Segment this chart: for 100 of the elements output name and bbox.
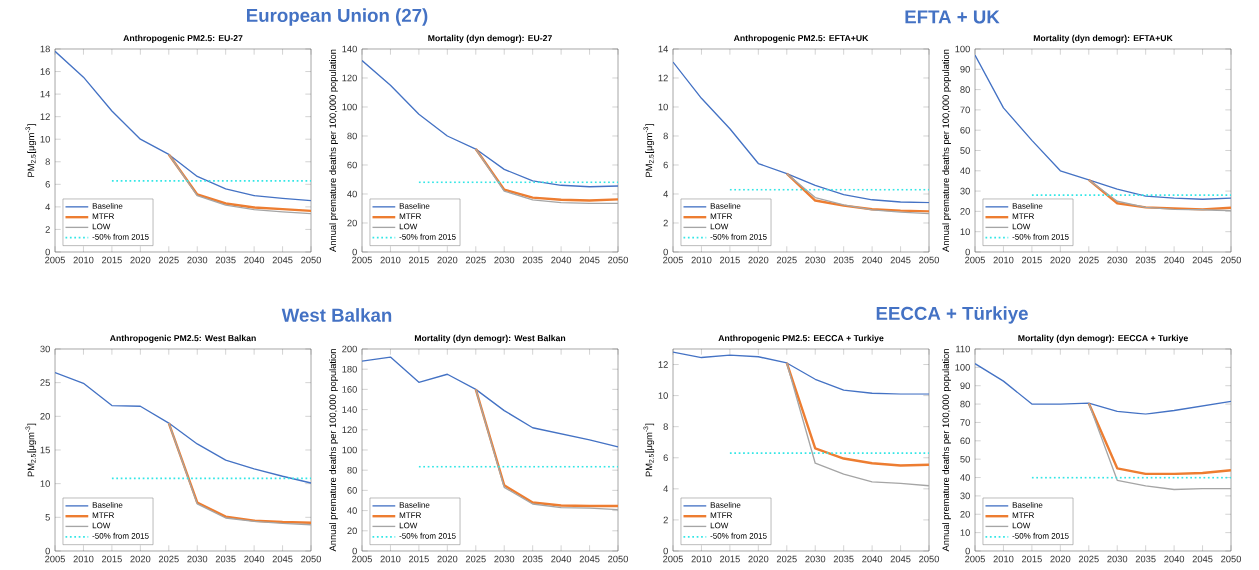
legend-label: MTFR bbox=[399, 213, 421, 219]
x-tick-label: 2030 bbox=[494, 555, 515, 563]
x-tick-label: 2035 bbox=[1135, 256, 1156, 264]
y-tick-label: 90 bbox=[960, 66, 970, 73]
x-tick-label: 2050 bbox=[919, 555, 940, 563]
y-tick-label: 0 bbox=[352, 248, 357, 256]
x-tick-label: 2045 bbox=[579, 256, 600, 264]
line-series bbox=[55, 371, 312, 484]
x-tick-label: 2025 bbox=[465, 256, 486, 264]
x-tick-label: 2050 bbox=[919, 256, 940, 264]
x-tick-label: 2015 bbox=[101, 555, 122, 563]
y-tick-label: 10 bbox=[40, 480, 50, 487]
x-tick-label: 2045 bbox=[272, 555, 293, 563]
text: West Balkan bbox=[281, 308, 392, 322]
x-tick-label: 2005 bbox=[965, 256, 985, 264]
legend-label: Baseline bbox=[399, 202, 430, 209]
chart-title: Mortality (dyn demogr): EECCA + Turkiye bbox=[1018, 334, 1188, 343]
legend-label: MTFR bbox=[1012, 512, 1034, 518]
x-tick-label: 2030 bbox=[805, 555, 826, 563]
x-tick-label: 2015 bbox=[719, 555, 740, 563]
y-tick-label: 70 bbox=[960, 106, 970, 114]
y-tick-label: 0 bbox=[352, 547, 357, 555]
y-tick-label: 10 bbox=[40, 135, 50, 143]
y-tick-label: 80 bbox=[960, 400, 970, 408]
line-series bbox=[1087, 401, 1231, 476]
x-tick-label: 2015 bbox=[408, 555, 429, 563]
y-tick-label: 4 bbox=[663, 485, 669, 493]
x-tick-label: 2020 bbox=[748, 256, 769, 264]
y-tick-label: 8 bbox=[663, 132, 668, 140]
line-series bbox=[786, 362, 930, 487]
line-series bbox=[975, 54, 1231, 200]
legend-label: Baseline bbox=[710, 202, 741, 209]
x-tick-label: 2005 bbox=[663, 256, 683, 264]
x-tick-label: 2040 bbox=[244, 256, 265, 264]
y-tick-label: 60 bbox=[960, 437, 970, 445]
line-series bbox=[785, 361, 930, 467]
legend-label: MTFR bbox=[399, 512, 421, 518]
x-tick-label: 2025 bbox=[158, 555, 179, 563]
y-tick-label: 30 bbox=[40, 345, 50, 353]
legend-label: -50% from 2015 bbox=[92, 233, 149, 240]
y-tick-label: 10 bbox=[960, 228, 970, 235]
x-tick-label: 2020 bbox=[1050, 555, 1071, 563]
y-tick-label: 70 bbox=[960, 419, 970, 426]
legend-label: LOW bbox=[92, 223, 111, 230]
y-tick-label: 0 bbox=[663, 248, 668, 256]
legend-label: LOW bbox=[92, 522, 111, 529]
legend-label: Baseline bbox=[399, 501, 430, 508]
legend-label: -50% from 2015 bbox=[1012, 233, 1069, 240]
y-tick-label: 18 bbox=[40, 45, 50, 53]
y-tick-label: 0 bbox=[45, 248, 50, 256]
chart-title: Mortality (dyn demogr): EU-27 bbox=[428, 34, 552, 43]
y-tick-label: 4 bbox=[663, 190, 669, 198]
legend-label: LOW bbox=[710, 522, 729, 529]
text: EECCA + Türkiye bbox=[876, 306, 1028, 324]
x-tick-label: 2035 bbox=[215, 555, 236, 563]
x-tick-label: 2040 bbox=[244, 555, 265, 563]
legend-label: MTFR bbox=[710, 512, 732, 518]
legend-label: Baseline bbox=[1012, 202, 1043, 209]
y-tick-label: 50 bbox=[960, 147, 970, 154]
line-series bbox=[55, 50, 312, 202]
legend-label: LOW bbox=[1012, 223, 1031, 230]
x-tick-label: 2050 bbox=[301, 555, 322, 563]
y-tick-label: 40 bbox=[347, 507, 357, 514]
legend-label: Baseline bbox=[92, 501, 123, 508]
x-tick-label: 2010 bbox=[73, 555, 94, 563]
y-tick-label: 160 bbox=[342, 386, 357, 393]
legend-label: -50% from 2015 bbox=[710, 532, 767, 539]
y-axis-title: Annual premature deaths per 100,000 population bbox=[942, 349, 951, 552]
y-tick-label: 20 bbox=[960, 208, 970, 215]
x-tick-label: 2045 bbox=[890, 256, 911, 264]
y-tick-label: 14 bbox=[40, 90, 51, 98]
y-tick-label: 25 bbox=[40, 379, 50, 386]
x-tick-label: 2020 bbox=[130, 555, 151, 563]
y-tick-label: 60 bbox=[347, 487, 357, 494]
x-tick-label: 2035 bbox=[833, 256, 854, 264]
line-series bbox=[673, 351, 930, 395]
x-tick-label: 2040 bbox=[862, 256, 883, 264]
x-tick-label: 2025 bbox=[465, 555, 486, 563]
y-tick-label: 100 bbox=[955, 45, 970, 53]
y-tick-label: 0 bbox=[45, 547, 50, 555]
y-tick-label: 80 bbox=[347, 466, 357, 474]
y-tick-label: 90 bbox=[960, 382, 970, 390]
x-tick-label: 2010 bbox=[73, 256, 94, 264]
y-tick-label: 180 bbox=[342, 365, 357, 373]
chart-title: Mortality (dyn demogr): West Balkan bbox=[414, 334, 566, 343]
y-tick-label: 120 bbox=[342, 426, 357, 434]
chart-title: Anthropogenic PM2.5: EU-27 bbox=[123, 34, 243, 43]
y-tick-label: 30 bbox=[960, 492, 970, 500]
x-tick-label: 2050 bbox=[301, 256, 322, 264]
x-tick-label: 2020 bbox=[748, 555, 769, 563]
x-tick-label: 2050 bbox=[1221, 555, 1242, 563]
legend-label: -50% from 2015 bbox=[399, 233, 456, 240]
x-tick-label: 2030 bbox=[494, 256, 515, 264]
y-tick-label: 20 bbox=[347, 219, 357, 227]
y-tick-label: 30 bbox=[960, 187, 970, 195]
y-tick-label: 10 bbox=[658, 103, 668, 111]
x-tick-label: 2030 bbox=[1107, 256, 1128, 264]
y-tick-label: 4 bbox=[45, 203, 51, 211]
x-tick-label: 2050 bbox=[608, 555, 629, 563]
legend-label: LOW bbox=[399, 223, 418, 230]
